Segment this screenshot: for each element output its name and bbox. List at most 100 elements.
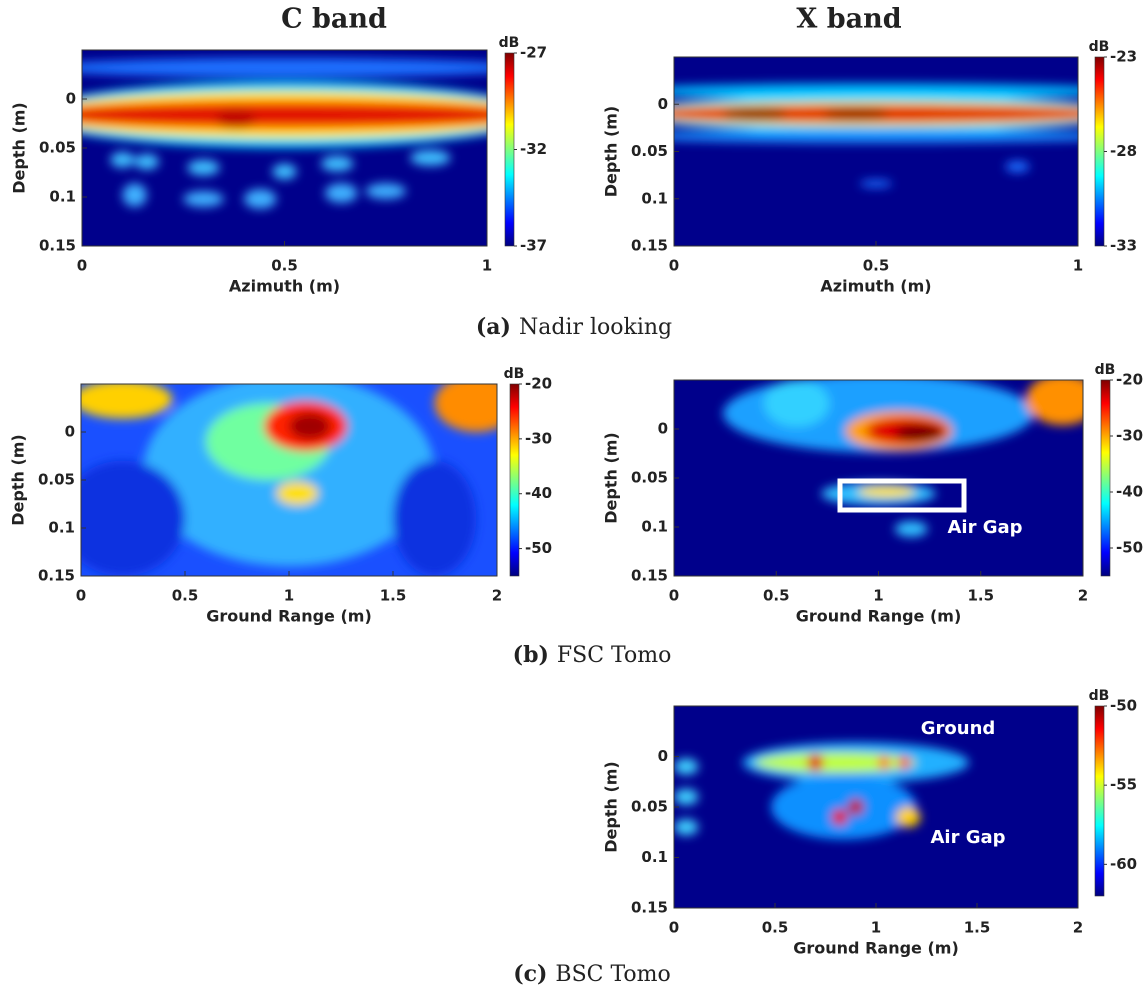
heatmap-blob bbox=[325, 183, 358, 203]
colorbar-tick-label: -28 bbox=[1110, 142, 1137, 160]
heatmap-blob bbox=[215, 108, 257, 129]
colorbar bbox=[509, 383, 520, 577]
heatmap-blob bbox=[244, 189, 277, 209]
y-axis-label: Depth (m) bbox=[602, 106, 621, 198]
colorbar-tick-label: -40 bbox=[525, 484, 552, 502]
x-axis-label: Azimuth (m) bbox=[820, 277, 931, 296]
heatmap-blob bbox=[365, 183, 406, 199]
x-tick-label: 0.5 bbox=[762, 919, 789, 937]
column-title: C band bbox=[281, 4, 387, 35]
y-tick-label: 0.05 bbox=[631, 469, 668, 487]
heatmap-blob bbox=[122, 183, 147, 207]
y-tick-label: 0.1 bbox=[641, 848, 668, 866]
x-axis-label: Ground Range (m) bbox=[206, 607, 372, 626]
heatmap-blob bbox=[894, 425, 944, 441]
heatmap-blob bbox=[807, 754, 824, 771]
colorbar bbox=[1094, 56, 1105, 247]
heatmap-blob bbox=[898, 756, 911, 769]
y-axis-label: Depth (m) bbox=[10, 102, 29, 194]
y-tick-label: 0.05 bbox=[631, 798, 668, 816]
caption: (b) FSC Tomo bbox=[513, 642, 672, 668]
colorbar-label: dB bbox=[499, 35, 520, 51]
heatmap-blob bbox=[82, 105, 487, 124]
heatmap-blob bbox=[410, 149, 451, 166]
caption: (a) Nadir looking bbox=[476, 314, 672, 340]
colorbar-label: dB bbox=[1089, 39, 1110, 55]
colorbar-tick-label: -32 bbox=[520, 140, 547, 158]
caption-tag: (a) bbox=[476, 314, 511, 340]
y-tick-label: 0.1 bbox=[49, 188, 76, 206]
heatmap bbox=[674, 380, 1083, 576]
y-tick-label: 0.1 bbox=[48, 519, 75, 537]
heatmap-blob bbox=[754, 752, 917, 773]
y-tick-label: 0 bbox=[658, 747, 668, 765]
y-tick-label: 0 bbox=[658, 420, 668, 438]
x-tick-label: 0 bbox=[669, 587, 679, 605]
heatmap-blob bbox=[183, 191, 224, 207]
heatmap-blob bbox=[81, 460, 185, 576]
caption-text: BSC Tomo bbox=[555, 962, 670, 987]
heatmap-blob bbox=[276, 481, 319, 505]
heatmap-blob bbox=[823, 108, 889, 120]
colorbar-tick-label: -30 bbox=[525, 429, 552, 447]
x-tick-label: 0.5 bbox=[763, 587, 790, 605]
heatmap-blob bbox=[763, 380, 830, 428]
colorbar bbox=[1100, 379, 1111, 577]
heatmap-blob bbox=[82, 57, 487, 78]
x-tick-label: 0.5 bbox=[271, 257, 298, 275]
heatmap-blob bbox=[831, 809, 848, 826]
heatmap-layer bbox=[674, 83, 1078, 188]
x-tick-label: 2 bbox=[1073, 919, 1083, 937]
x-tick-label: 1 bbox=[871, 919, 881, 937]
colorbar-tick-label: -20 bbox=[1116, 371, 1143, 389]
colorbar-label: dB bbox=[1089, 688, 1110, 704]
y-tick-label: 0.15 bbox=[631, 899, 668, 917]
annotation: Ground bbox=[921, 718, 996, 739]
colorbar-tick-label: -33 bbox=[1110, 237, 1137, 255]
colorbar-label: dB bbox=[1095, 362, 1116, 378]
x-tick-label: 1 bbox=[284, 587, 294, 605]
colorbar-tick-label: -55 bbox=[1110, 776, 1137, 794]
x-tick-label: 1.5 bbox=[967, 587, 994, 605]
colorbar-tick-label: -23 bbox=[1110, 48, 1137, 66]
caption-tag: (c) bbox=[513, 961, 547, 987]
y-tick-label: 0.15 bbox=[631, 567, 668, 585]
colorbar-label: dB bbox=[504, 366, 525, 382]
x-tick-label: 1 bbox=[873, 587, 883, 605]
y-tick-label: 0.1 bbox=[641, 518, 668, 536]
x-axis-label: Azimuth (m) bbox=[229, 277, 340, 296]
y-tick-label: 0.05 bbox=[38, 471, 75, 489]
heatmap-blob bbox=[1025, 380, 1083, 426]
colorbar-tick-label: -20 bbox=[525, 375, 552, 393]
x-tick-label: 0.5 bbox=[863, 257, 890, 275]
x-tick-label: 2 bbox=[492, 587, 502, 605]
heatmap bbox=[82, 50, 487, 246]
y-axis-label: Depth (m) bbox=[9, 434, 28, 526]
y-axis-label: Depth (m) bbox=[602, 761, 621, 853]
x-tick-label: 1.5 bbox=[964, 919, 991, 937]
heatmap-blob bbox=[674, 83, 1078, 99]
heatmap-blob bbox=[434, 384, 497, 432]
x-tick-label: 1 bbox=[482, 257, 492, 275]
y-tick-label: 0.15 bbox=[39, 237, 76, 255]
y-axis-label: Depth (m) bbox=[602, 432, 621, 524]
heatmap-layer bbox=[81, 384, 497, 576]
caption-text: FSC Tomo bbox=[557, 643, 671, 668]
x-tick-label: 1 bbox=[1073, 257, 1083, 275]
colorbar bbox=[504, 52, 515, 247]
heatmap-blob bbox=[674, 788, 699, 805]
heatmap-blob bbox=[81, 384, 173, 419]
heatmap-layer bbox=[674, 742, 969, 840]
heatmap-blob bbox=[272, 163, 297, 180]
colorbar-tick-label: -60 bbox=[1110, 855, 1137, 873]
heatmap-blob bbox=[1005, 160, 1030, 173]
colorbar-tick-label: -27 bbox=[520, 44, 547, 62]
x-tick-label: 1.5 bbox=[380, 587, 407, 605]
heatmap-blob bbox=[859, 179, 893, 188]
x-tick-label: 0 bbox=[669, 919, 679, 937]
caption-tag: (b) bbox=[513, 642, 549, 668]
y-tick-label: 0 bbox=[65, 423, 75, 441]
y-tick-label: 0.15 bbox=[631, 237, 668, 255]
annotation: Air Gap bbox=[947, 517, 1022, 538]
